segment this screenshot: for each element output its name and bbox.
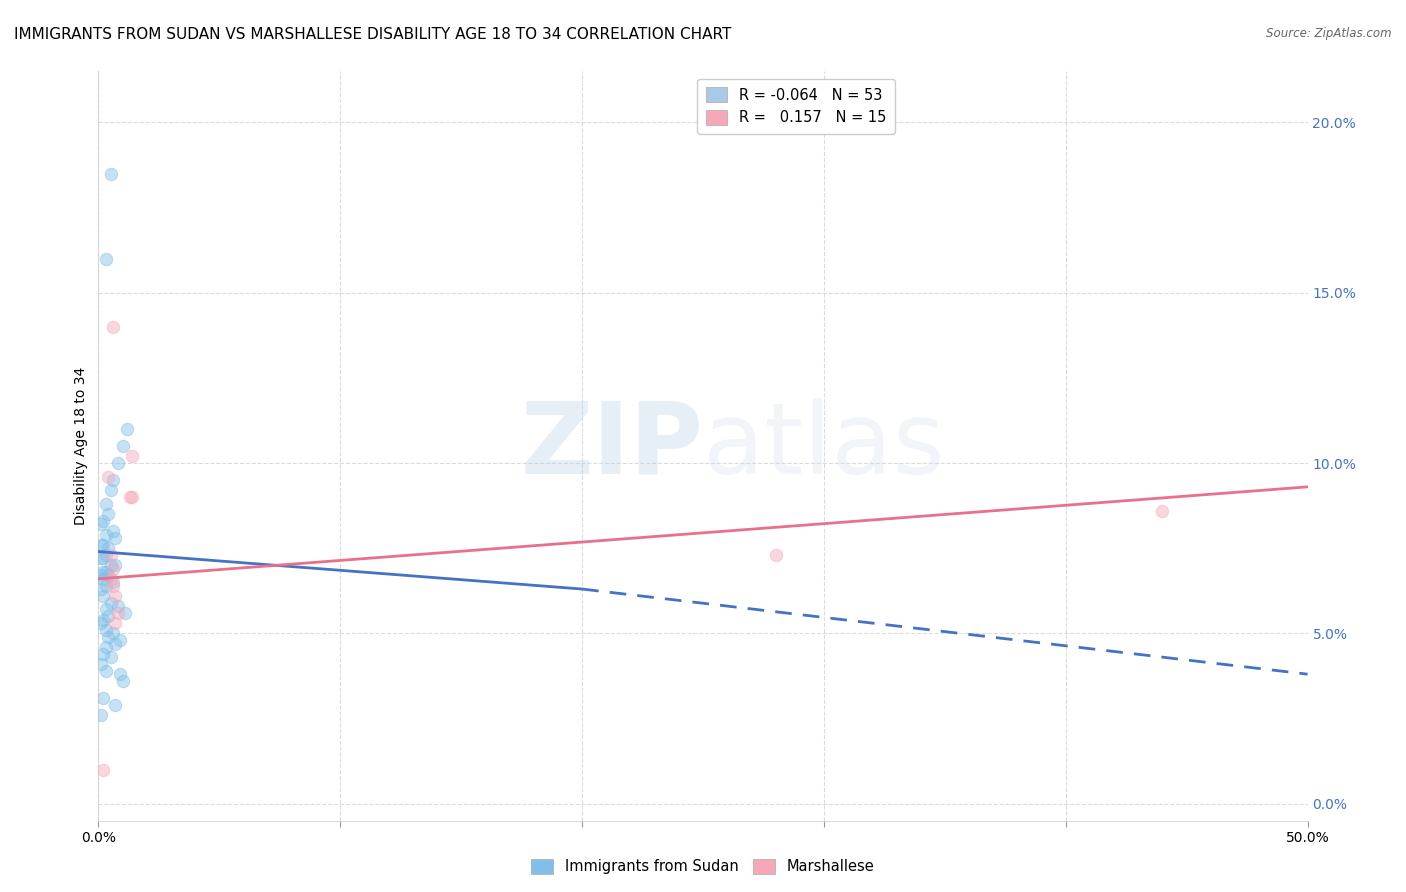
Point xyxy=(94,565,117,579)
Point xyxy=(104,558,127,573)
Point xyxy=(91,763,114,777)
Text: ZIP: ZIP xyxy=(520,398,703,494)
Point xyxy=(94,527,117,541)
Text: atlas: atlas xyxy=(703,398,945,494)
Point xyxy=(90,538,112,552)
Point xyxy=(101,524,124,538)
Point xyxy=(100,167,122,181)
Legend: Immigrants from Sudan, Marshallese: Immigrants from Sudan, Marshallese xyxy=(526,853,880,880)
Point xyxy=(765,548,787,562)
Point xyxy=(94,579,117,593)
Point xyxy=(101,319,124,334)
Point xyxy=(90,568,112,582)
Point xyxy=(91,551,114,566)
Point xyxy=(91,514,114,528)
Point xyxy=(97,507,120,521)
Legend: R = -0.064   N = 53, R =   0.157   N = 15: R = -0.064 N = 53, R = 0.157 N = 15 xyxy=(697,78,896,134)
Point xyxy=(94,548,117,562)
Point xyxy=(90,616,112,631)
Point xyxy=(121,490,143,504)
Point xyxy=(100,572,122,586)
Point xyxy=(107,456,129,470)
Point xyxy=(91,565,114,579)
Point xyxy=(91,613,114,627)
Point xyxy=(91,572,114,586)
Point xyxy=(90,517,112,532)
Point xyxy=(1152,504,1174,518)
Point xyxy=(91,647,114,661)
Point xyxy=(97,630,120,644)
Point xyxy=(107,599,129,613)
Point xyxy=(94,623,117,637)
Point xyxy=(104,636,127,650)
Point xyxy=(100,650,122,665)
Point xyxy=(107,606,129,620)
Point xyxy=(91,691,114,706)
Point xyxy=(100,596,122,610)
Point xyxy=(111,439,134,453)
Point xyxy=(91,538,114,552)
Point xyxy=(108,667,131,681)
Text: IMMIGRANTS FROM SUDAN VS MARSHALLESE DISABILITY AGE 18 TO 34 CORRELATION CHART: IMMIGRANTS FROM SUDAN VS MARSHALLESE DIS… xyxy=(14,27,731,42)
Point xyxy=(104,531,127,545)
Point xyxy=(97,541,120,556)
Point xyxy=(91,589,114,603)
Point xyxy=(94,252,117,266)
Point xyxy=(101,473,124,487)
Y-axis label: Disability Age 18 to 34: Disability Age 18 to 34 xyxy=(75,367,89,525)
Point xyxy=(118,490,141,504)
Point xyxy=(90,657,112,671)
Point xyxy=(101,561,124,575)
Point xyxy=(94,602,117,616)
Point xyxy=(101,575,124,590)
Point xyxy=(97,469,120,483)
Point xyxy=(100,558,122,573)
Point xyxy=(90,582,112,596)
Point xyxy=(101,626,124,640)
Point xyxy=(90,708,112,723)
Point xyxy=(104,589,127,603)
Point xyxy=(94,640,117,654)
Point xyxy=(97,609,120,624)
Point xyxy=(111,673,134,688)
Point xyxy=(101,579,124,593)
Point xyxy=(100,548,122,562)
Point xyxy=(104,616,127,631)
Point xyxy=(94,497,117,511)
Point xyxy=(90,551,112,566)
Point xyxy=(108,633,131,648)
Point xyxy=(121,449,143,463)
Text: Source: ZipAtlas.com: Source: ZipAtlas.com xyxy=(1267,27,1392,40)
Point xyxy=(117,422,139,436)
Point xyxy=(114,606,136,620)
Point xyxy=(100,483,122,498)
Point xyxy=(104,698,127,712)
Point xyxy=(97,568,120,582)
Point xyxy=(94,664,117,678)
